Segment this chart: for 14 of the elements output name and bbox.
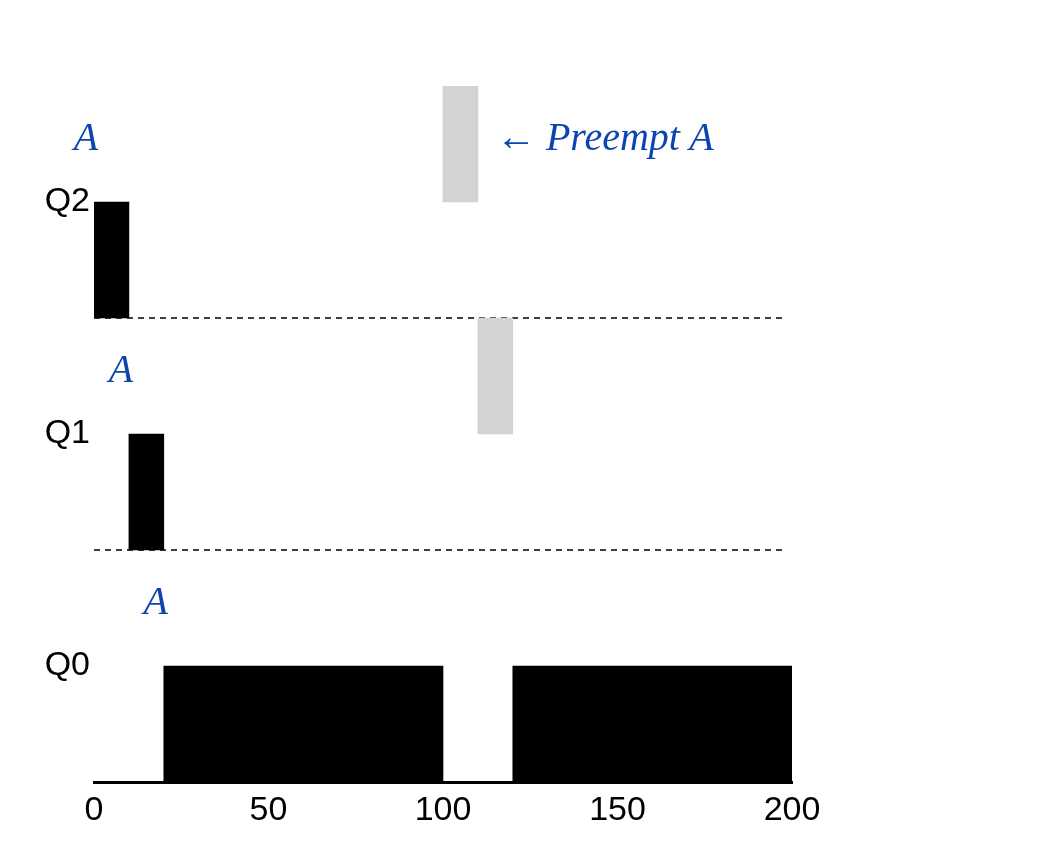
x-tick-label: 200	[763, 788, 821, 827]
annotation: A	[70, 113, 99, 159]
annotation: A	[105, 345, 134, 391]
x-tick-label: 0	[84, 788, 104, 827]
bar	[477, 317, 514, 435]
annotation: A	[140, 577, 169, 623]
y-tick-label: Q0	[44, 644, 90, 683]
x-tick-label: 150	[589, 788, 646, 827]
annotation: ← Preempt A	[495, 113, 715, 159]
bar	[442, 86, 479, 203]
x-tick-label: 50	[249, 788, 288, 827]
y-tick-label: Q2	[44, 180, 90, 219]
y-tick-label: Q1	[44, 412, 90, 451]
x-tick-label: 100	[414, 788, 472, 827]
